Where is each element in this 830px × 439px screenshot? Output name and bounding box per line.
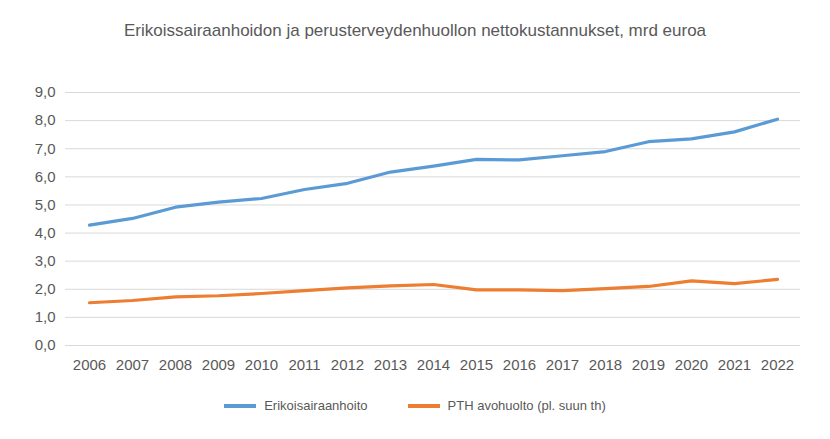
html-text:Erikoisairaanhoito: Erikoisairaanhoito [264, 398, 368, 413]
svg-text:2016: 2016 [503, 356, 536, 373]
html-text:PTH avohuolto (pl. suun th): PTH avohuolto (pl. suun th) [447, 398, 606, 413]
svg-text:2012: 2012 [331, 356, 364, 373]
svg-text:2015: 2015 [460, 356, 493, 373]
svg-text:2014: 2014 [417, 356, 450, 373]
svg-text:4,0: 4,0 [35, 224, 56, 241]
svg-text:9,0: 9,0 [35, 83, 56, 100]
svg-text:2013: 2013 [374, 356, 407, 373]
svg-text:2008: 2008 [159, 356, 192, 373]
svg-text:1,0: 1,0 [35, 308, 56, 325]
svg-text:2018: 2018 [589, 356, 622, 373]
svg-text:2019: 2019 [632, 356, 665, 373]
svg-text:2021: 2021 [718, 356, 751, 373]
svg-text:5,0: 5,0 [35, 196, 56, 213]
html-text:Erikoissairaanhoidon ja perust: Erikoissairaanhoidon ja perusterveydenhu… [123, 21, 707, 40]
svg-text:2022: 2022 [761, 356, 794, 373]
svg-text:2,0: 2,0 [35, 280, 56, 297]
svg-text:2006: 2006 [73, 356, 106, 373]
svg-text:8,0: 8,0 [35, 111, 56, 128]
svg-text:7,0: 7,0 [35, 140, 56, 157]
svg-text:3,0: 3,0 [35, 252, 56, 269]
svg-text:2017: 2017 [546, 356, 579, 373]
svg-text:2010: 2010 [245, 356, 278, 373]
svg-text:2009: 2009 [202, 356, 235, 373]
svg-text:2007: 2007 [116, 356, 149, 373]
svg-text:2020: 2020 [675, 356, 708, 373]
svg-text:2011: 2011 [288, 356, 320, 373]
svg-text:6,0: 6,0 [35, 168, 56, 185]
svg-text:0,0: 0,0 [35, 336, 56, 353]
